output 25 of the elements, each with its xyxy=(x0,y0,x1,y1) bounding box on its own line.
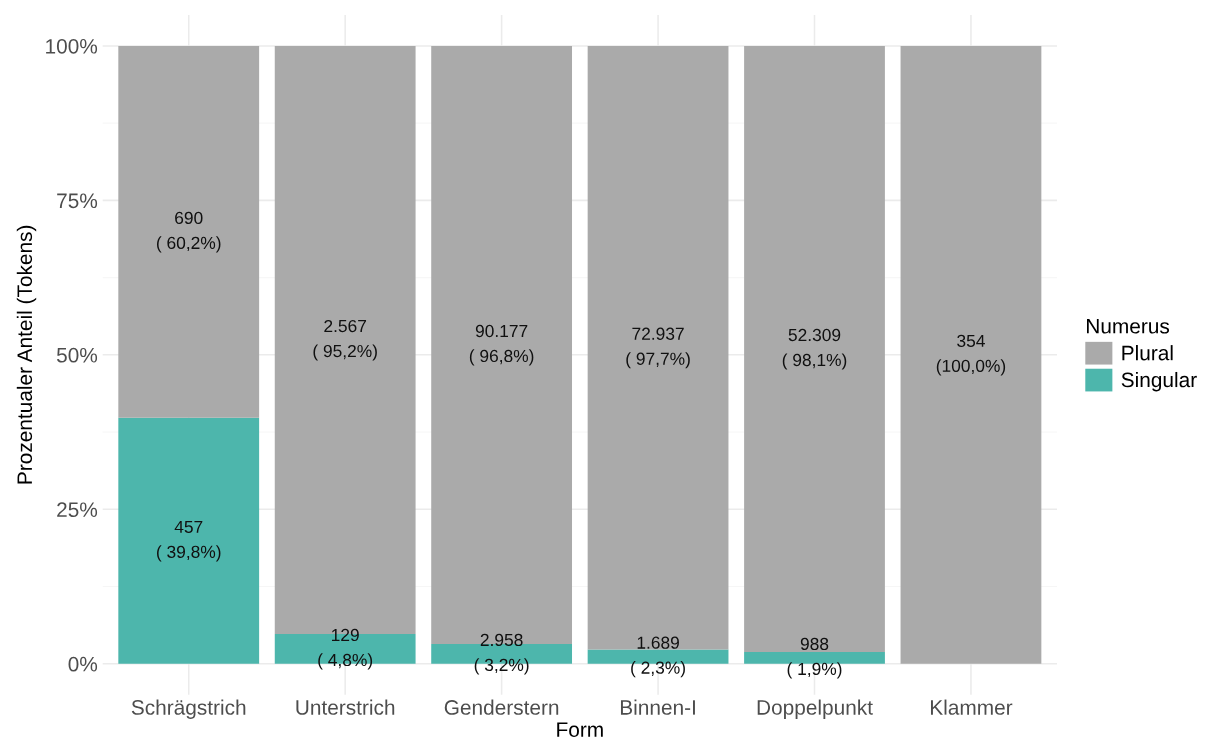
y-tick-label: 50% xyxy=(56,347,98,363)
legend-label: Plural xyxy=(1122,345,1173,361)
data-label: 690 ( 60,2%) xyxy=(157,211,221,253)
x-axis-title: Form xyxy=(557,722,603,738)
y-axis-title: Prozentualer Anteil (Tokens) xyxy=(16,225,37,484)
x-tick-label: Klammer xyxy=(930,699,1013,715)
data-label: 988 ( 1,9%) xyxy=(787,637,842,679)
data-label: 72.937 ( 97,7%) xyxy=(626,327,690,369)
legend-label: Singular xyxy=(1121,371,1197,392)
x-tick-label: Unterstrich xyxy=(296,699,395,715)
y-tick-label: 0% xyxy=(68,656,98,672)
data-label: 2.567 ( 95,2%) xyxy=(313,319,377,361)
x-tick-label: Genderstern xyxy=(444,699,559,715)
data-label: 354 (100,0%) xyxy=(936,334,1006,376)
data-label: 52.309 ( 98,1%) xyxy=(782,328,847,370)
data-label: 1.689 ( 2,3%) xyxy=(631,636,685,678)
legend-title: Numerus xyxy=(1087,319,1170,334)
y-tick-label: 25% xyxy=(57,502,98,518)
data-label: 457 ( 39,8%) xyxy=(157,520,221,562)
y-tick-label: 75% xyxy=(57,193,98,209)
y-tick-label: 100% xyxy=(46,38,98,54)
data-label: 90.177 ( 96,8%) xyxy=(469,324,534,366)
x-tick-label: Schrägstrich xyxy=(131,699,246,719)
x-tick-label: Binnen-I xyxy=(620,699,695,715)
x-tick-label: Doppelpunkt xyxy=(757,699,873,719)
